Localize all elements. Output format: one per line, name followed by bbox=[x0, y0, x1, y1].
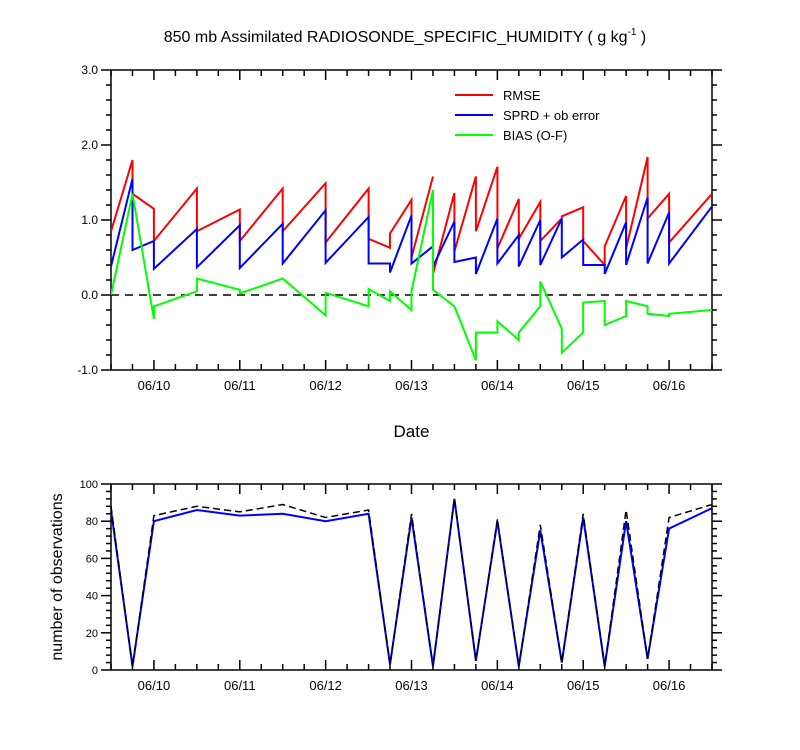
x-tick-label: 06/16 bbox=[653, 678, 686, 693]
y-axis-label: number of observations bbox=[49, 493, 66, 660]
series-line-0-segment-0 bbox=[111, 498, 712, 667]
x-tick-label: 06/15 bbox=[567, 378, 600, 393]
x-tick-label: 06/11 bbox=[224, 678, 256, 693]
legend-label: RMSE bbox=[503, 88, 541, 103]
series-line-0-segment-1 bbox=[432, 156, 712, 275]
x-tick-label: 06/12 bbox=[309, 378, 342, 393]
legend-label: SPRD + ob error bbox=[503, 108, 600, 123]
y-tick-label: -1.0 bbox=[77, 363, 98, 377]
x-tick-label: 06/14 bbox=[481, 378, 514, 393]
top-panel-rmse-sprd-bias: 06/10 06/11 06/12 06/13 06/14 06/15 06/16 -1.0 0… bbox=[77, 63, 722, 441]
bottom-panel-observation-count: 06/10 06/11 06/12 06/13 06/14 06/15 06/16 0 20 40… bbox=[49, 479, 722, 693]
y-tick-label: 40 bbox=[86, 591, 98, 603]
x-tick-label: 06/10 bbox=[138, 678, 171, 693]
figure-title: 850 mb Assimilated RADIOSONDE_SPECIFIC_H… bbox=[164, 27, 647, 46]
series-line-1-segment-0 bbox=[111, 498, 712, 667]
x-axis-label: Date bbox=[394, 422, 430, 441]
y-tick-label: 20 bbox=[86, 628, 98, 640]
x-tick-label: 06/10 bbox=[138, 378, 171, 393]
legend-label: BIAS (O-F) bbox=[503, 128, 567, 143]
x-tick-label: 06/13 bbox=[395, 378, 428, 393]
plot-frame bbox=[110, 483, 713, 671]
series-line-2-segment-0 bbox=[111, 189, 712, 361]
y-tick-label: 2.0 bbox=[81, 138, 98, 152]
y-tick-label: 0.0 bbox=[81, 288, 98, 302]
x-tick-label: 06/12 bbox=[309, 678, 342, 693]
x-tick-label: 06/11 bbox=[224, 378, 256, 393]
series-line-0-segment-0 bbox=[111, 159, 434, 258]
y-tick-label: 0 bbox=[92, 665, 98, 677]
title-superscript: -1 bbox=[628, 27, 637, 38]
x-tick-label: 06/15 bbox=[567, 678, 600, 693]
y-tick-label: 100 bbox=[80, 479, 98, 491]
y-tick-label: 3.0 bbox=[81, 63, 98, 77]
y-tick-label: 60 bbox=[86, 553, 98, 565]
x-tick-label: 06/16 bbox=[653, 378, 686, 393]
y-tick-label: 1.0 bbox=[81, 213, 98, 227]
series-line-1-segment-0 bbox=[111, 178, 434, 273]
series-line-1-segment-1 bbox=[432, 197, 712, 275]
x-tick-label: 06/14 bbox=[481, 678, 514, 693]
x-tick-label: 06/13 bbox=[395, 678, 428, 693]
y-tick-label: 80 bbox=[86, 516, 98, 528]
